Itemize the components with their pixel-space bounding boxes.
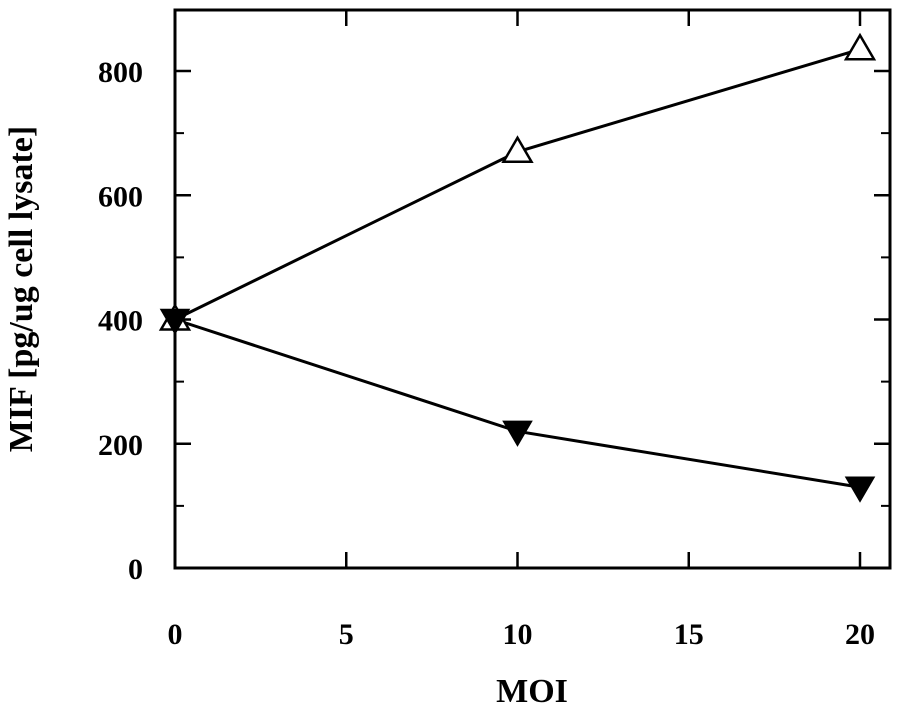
data-point-open-triangle — [501, 135, 534, 164]
y-tick-label: 0 — [128, 553, 143, 586]
series-markers — [158, 32, 877, 503]
x-tick-label: 10 — [503, 618, 533, 651]
data-point-filled-triangle — [159, 308, 191, 335]
x-tick-label: 5 — [339, 618, 354, 651]
y-tick-label: 400 — [98, 305, 143, 338]
axis-ticks — [173, 10, 890, 570]
y-tick-label: 600 — [98, 180, 143, 213]
x-tick-label: 15 — [674, 618, 704, 651]
series-line-1 — [174, 47, 861, 321]
y-axis-title: MIF [pg/ug cell lysate] — [3, 126, 40, 452]
x-tick-label: 20 — [845, 618, 875, 651]
series-line-2 — [174, 318, 861, 489]
plot-frame — [173, 8, 892, 570]
x-axis-title: MOI — [496, 673, 568, 710]
y-tick-label: 200 — [98, 429, 143, 462]
data-point-open-triangle — [843, 32, 877, 61]
data-point-filled-triangle — [502, 420, 533, 447]
y-tick-label: 800 — [98, 56, 143, 89]
data-point-filled-triangle — [844, 476, 876, 503]
x-tick-label: 0 — [168, 618, 183, 651]
